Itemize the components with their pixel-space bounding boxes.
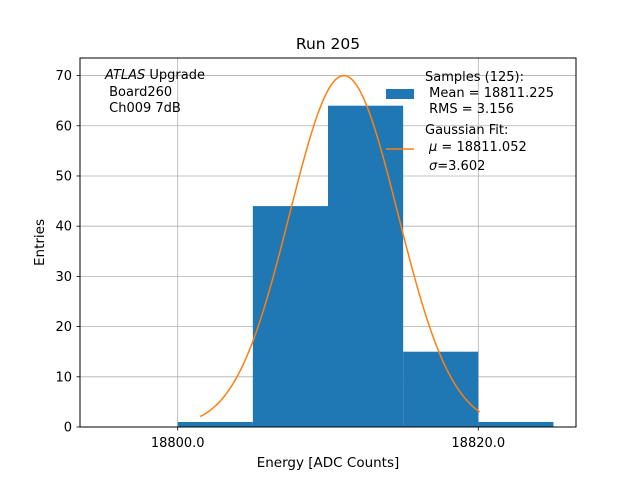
histogram-bar [478,421,554,427]
histogram-bar [328,105,404,427]
x-tick-label: 18800.0 [151,436,205,451]
legend-histogram-swatch [386,89,414,99]
y-tick-label: 20 [55,320,72,335]
y-tick-label: 10 [55,370,72,385]
legend-fit-title: Gaussian Fit: [425,123,508,138]
fit-curve [199,74,481,418]
channel-label: Ch009 7dB [105,101,181,116]
sigma-symbol: σ [429,159,438,174]
legend-samples-rms: RMS = 3.156 [425,102,514,117]
mu-value: = 18811.052 [437,140,526,155]
board-label: Board260 [105,85,172,100]
y-tick-label: 70 [55,69,72,84]
plot-frame [79,57,577,428]
atlas-italic: ATLAS [104,68,145,83]
atlas-upgrade: Upgrade [145,68,205,83]
legend: Samples (125): Mean = 18811.225 RMS = 3.… [386,70,554,174]
y-tick-label: 0 [64,421,72,436]
atlas-label: ATLAS Upgrade [104,68,205,83]
histogram-bars [177,105,554,427]
y-tick-label: 60 [55,119,72,134]
y-tick-label: 50 [55,169,72,184]
histogram-bar [177,421,253,427]
mu-symbol: μ [428,140,437,155]
sigma-value: =3.602 [437,159,485,174]
legend-samples-title: Samples (125): [425,70,524,85]
y-tick-label: 30 [55,270,72,285]
y-tick-label: 40 [55,220,72,235]
x-axis-label: Energy [ADC Counts] [257,455,400,471]
axis-ticks: 0 10 20 30 40 50 60 70 18800.0 18820.0 [55,69,505,451]
legend-fit-sigma: σ=3.602 [429,159,485,174]
histogram-bar [403,351,479,427]
histogram-bar [252,206,328,427]
gaussian-fit [199,74,481,418]
legend-samples-mean: Mean = 18811.225 [425,86,554,101]
y-axis-label: Entries [32,219,48,266]
chart-title: Run 205 [296,35,360,53]
x-tick-label: 18820.0 [451,436,505,451]
legend-fit-mu: μ = 18811.052 [428,140,527,155]
